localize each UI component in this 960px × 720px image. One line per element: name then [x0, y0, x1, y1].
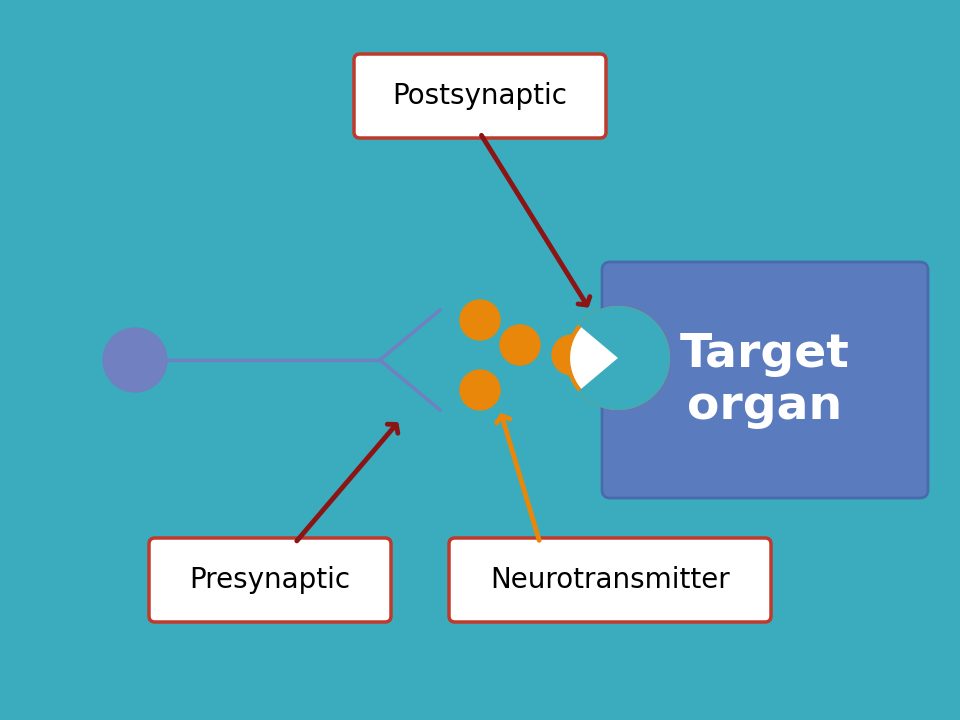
Circle shape [500, 325, 540, 365]
Wedge shape [578, 306, 670, 410]
FancyBboxPatch shape [449, 538, 771, 622]
Text: Postsynaptic: Postsynaptic [393, 82, 567, 110]
Text: Presynaptic: Presynaptic [189, 566, 350, 594]
FancyBboxPatch shape [149, 538, 391, 622]
Circle shape [103, 328, 167, 392]
Circle shape [568, 308, 668, 408]
FancyBboxPatch shape [354, 54, 606, 138]
FancyBboxPatch shape [602, 262, 928, 498]
Circle shape [460, 370, 500, 410]
Circle shape [460, 300, 500, 340]
Text: Target
organ: Target organ [680, 331, 850, 428]
Text: Neurotransmitter: Neurotransmitter [491, 566, 730, 594]
Circle shape [552, 335, 592, 375]
